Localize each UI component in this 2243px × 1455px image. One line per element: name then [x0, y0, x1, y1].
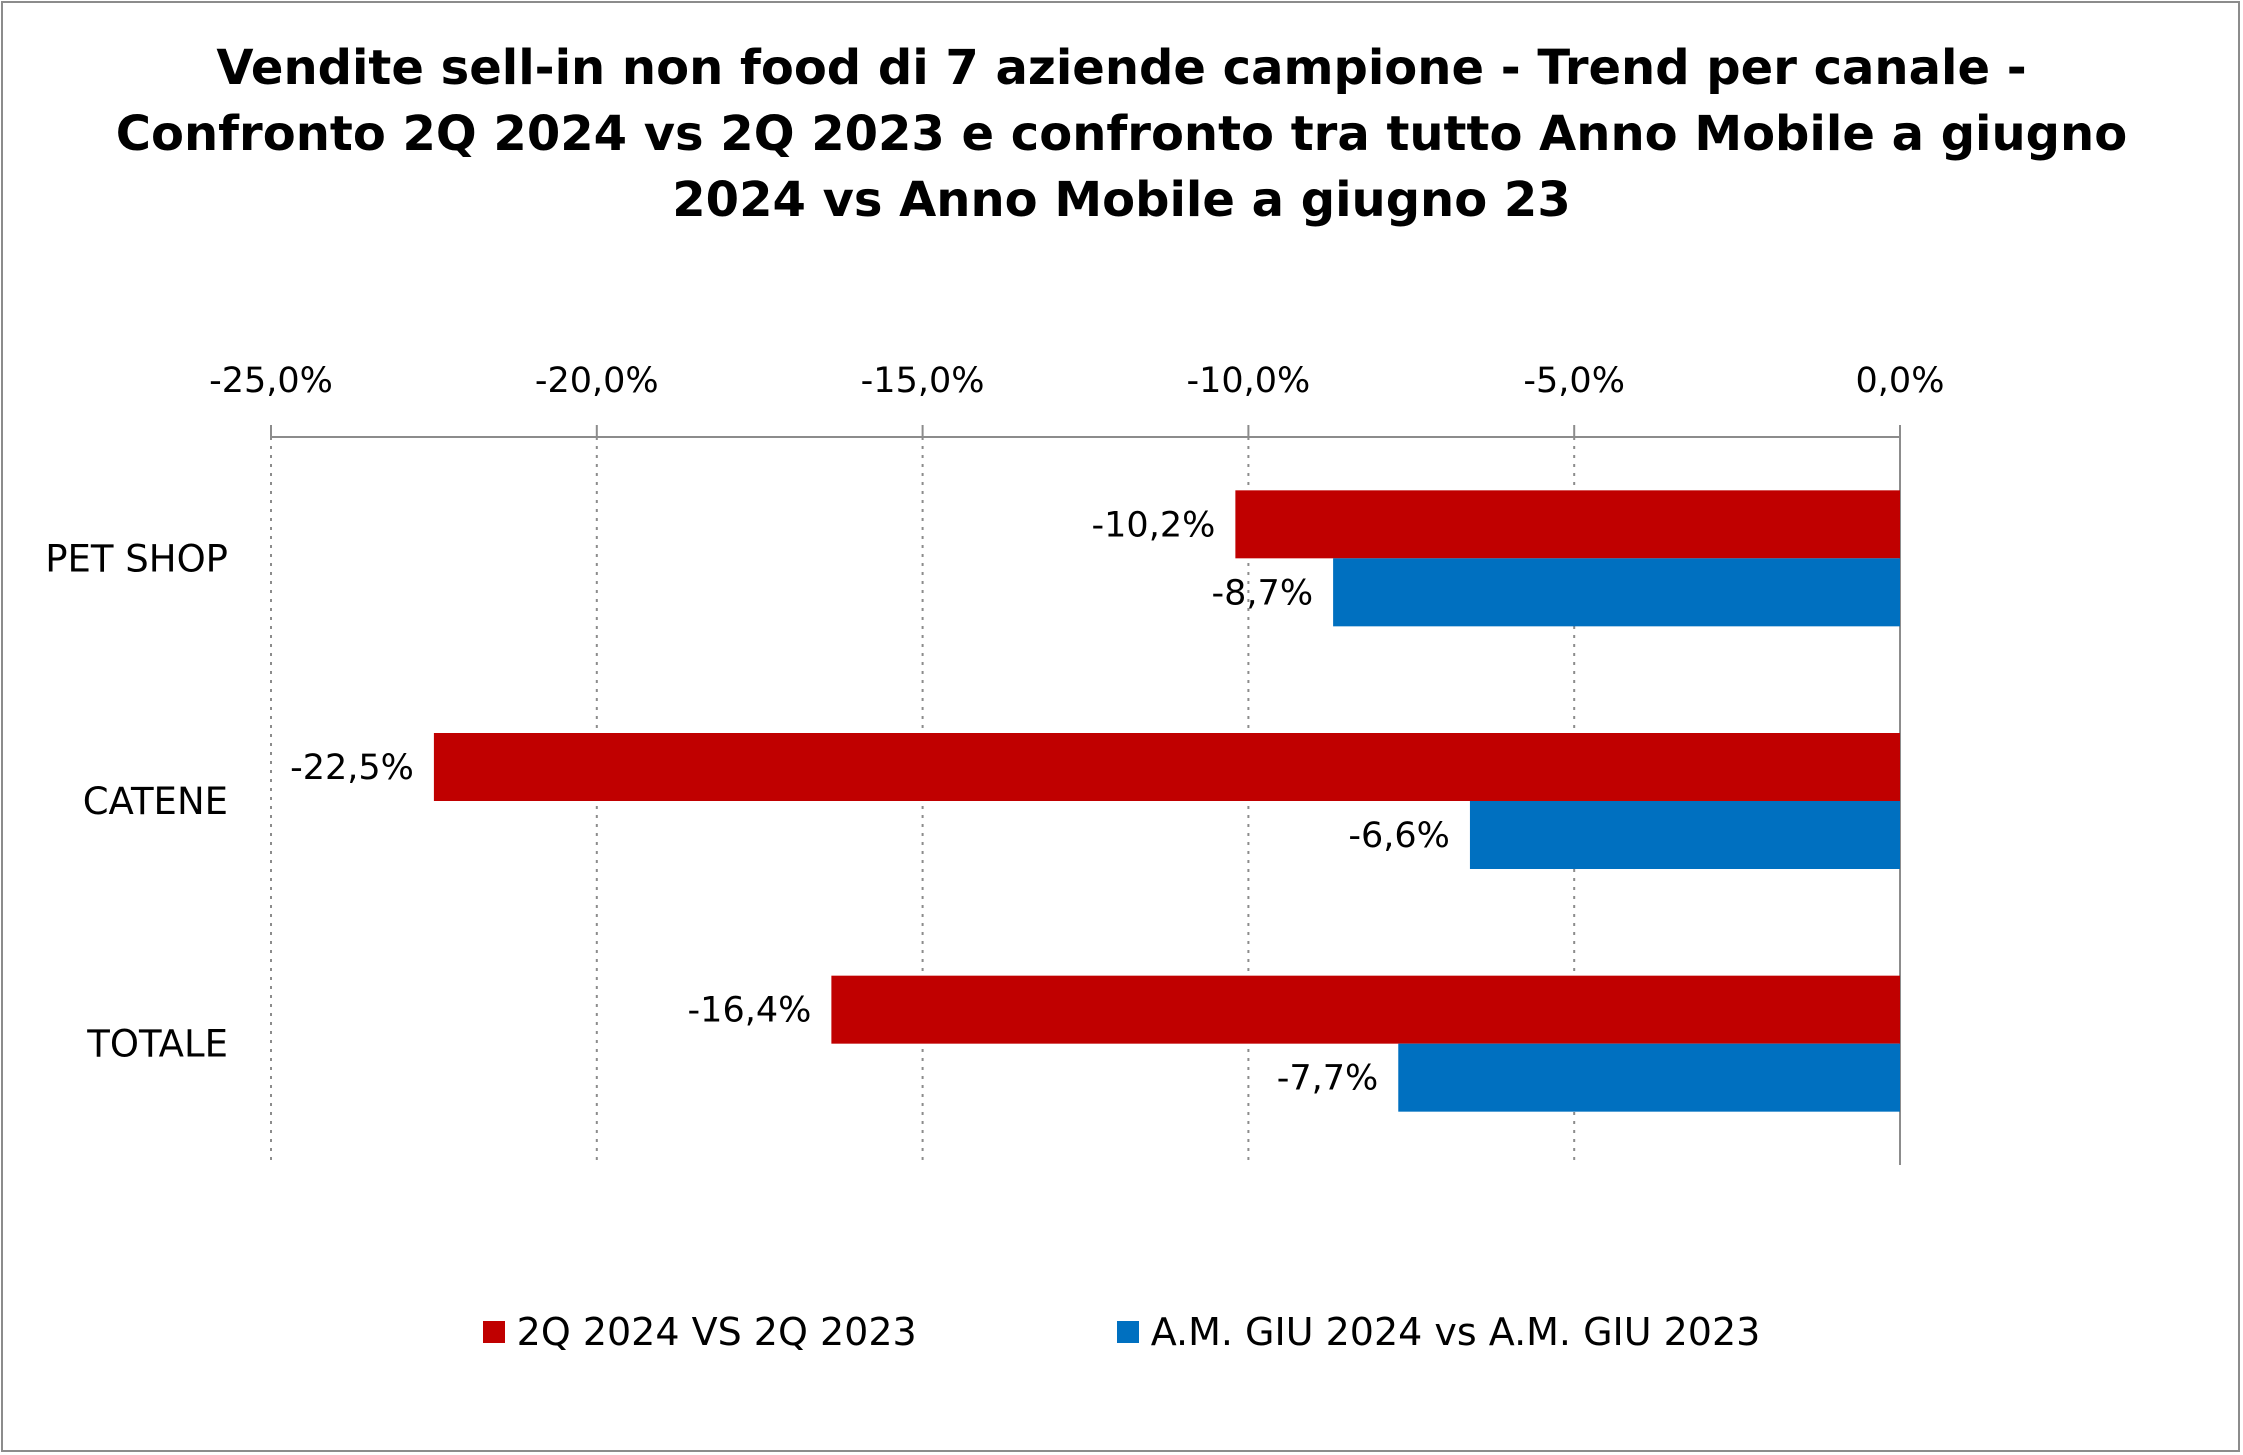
legend-item-series-1: 2Q 2024 VS 2Q 2023 [482, 1310, 917, 1354]
x-axis: -25,0% -20,0% -15,0% -10,0% -5,0% 0,0% [209, 361, 1945, 438]
x-tick-label: -25,0% [209, 361, 333, 401]
x-tick-label: -5,0% [1523, 361, 1625, 401]
data-label: -16,4% [688, 991, 812, 1031]
x-tick-label: -15,0% [861, 361, 985, 401]
data-label: -10,2% [1092, 505, 1216, 545]
bar-series-2 [1333, 558, 1900, 627]
bar-series-2 [1469, 801, 1900, 869]
category-label: TOTALE [86, 1023, 228, 1066]
data-label: -7,7% [1277, 1059, 1379, 1099]
chart-title-line-3: 2024 vs Anno Mobile a giugno 23 [672, 172, 1571, 228]
category-label: PET SHOP [45, 537, 228, 580]
chart-title-line-1: Vendite sell-in non food di 7 aziende ca… [216, 40, 2027, 96]
bar-series-1 [433, 733, 1900, 801]
data-label: -6,6% [1348, 816, 1450, 856]
bar-series-1 [831, 975, 1900, 1044]
legend-label-series-2: A.M. GIU 2024 vs A.M. GIU 2023 [1150, 1310, 1761, 1354]
data-label: -22,5% [290, 748, 414, 788]
bar-series-1 [1235, 490, 1900, 559]
legend-swatch-series-2 [1116, 1321, 1139, 1343]
legend-label-series-1: 2Q 2024 VS 2Q 2023 [516, 1310, 917, 1354]
chart-title: Vendite sell-in non food di 7 aziende ca… [0, 35, 2243, 233]
chart-title-line-2: Confronto 2Q 2024 vs 2Q 2023 e confronto… [115, 106, 2128, 162]
category-label: CATENE [83, 780, 228, 823]
x-tick-label: 0,0% [1856, 361, 1945, 401]
legend-swatch-series-1 [482, 1321, 505, 1343]
bar-series-2 [1398, 1043, 1900, 1112]
legend-item-series-2: A.M. GIU 2024 vs A.M. GIU 2023 [1116, 1310, 1761, 1354]
legend: 2Q 2024 VS 2Q 2023 A.M. GIU 2024 vs A.M.… [0, 1310, 2243, 1354]
data-label: -8,7% [1212, 573, 1314, 613]
x-tick-label: -10,0% [1186, 361, 1310, 401]
x-tick-label: -20,0% [535, 361, 659, 401]
bars [433, 490, 1900, 1112]
category-labels: PET SHOP CATENE TOTALE [45, 537, 228, 1065]
data-labels: -10,2% -8,7% -22,5% -6,6% -16,4% -7,7% [290, 505, 1450, 1098]
